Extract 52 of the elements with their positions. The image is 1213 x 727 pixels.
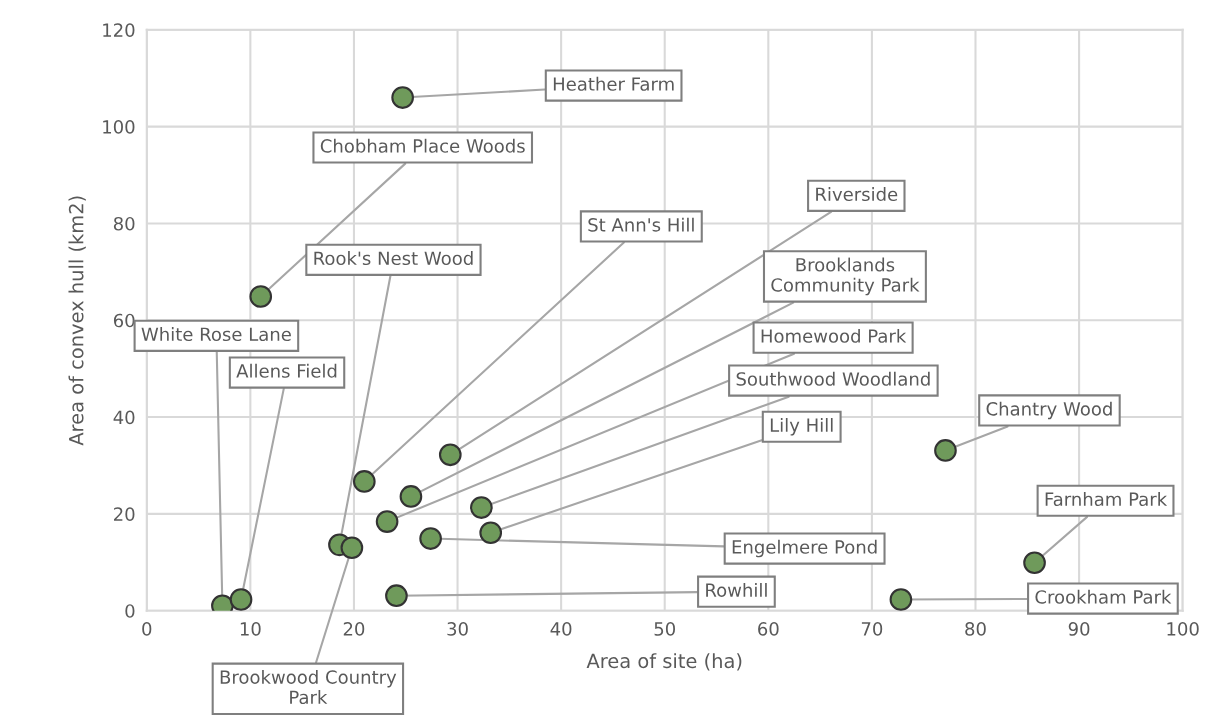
- point: [438, 443, 462, 467]
- annotation: Rowhill: [706, 582, 767, 597]
- x-tick-label: 100: [1167, 622, 1199, 636]
- x-tick-label: 20: [343, 622, 365, 636]
- x-tick-label: 10: [240, 622, 261, 636]
- annotation: Homewood Park: [761, 328, 907, 343]
- point: [375, 510, 399, 533]
- annotation: Farnham Park: [1045, 492, 1168, 506]
- point: [1023, 551, 1046, 575]
- y-tick-label: 120: [103, 23, 135, 37]
- x-axis-title: Area of site (ha): [586, 653, 742, 671]
- y-tick-label: 40: [113, 410, 135, 425]
- annotation: Brooklands Community Park: [771, 257, 920, 296]
- x-tick-label: 90: [1068, 622, 1090, 636]
- annotation: Chantry Wood: [986, 401, 1112, 420]
- point: [385, 584, 408, 608]
- point: [391, 86, 414, 109]
- annotation: Chobham Place Woods: [320, 138, 525, 153]
- point: [889, 588, 913, 611]
- x-tick-label: 40: [550, 622, 572, 636]
- annotation: St Ann's Hill: [588, 217, 694, 232]
- point: [249, 285, 273, 308]
- point: [340, 536, 364, 560]
- annotation: Heather Farm: [553, 76, 674, 91]
- x-tick-label: 30: [447, 622, 468, 636]
- x-tick-label: 70: [861, 622, 883, 636]
- point: [479, 521, 503, 545]
- annotation: Lily Hill: [770, 418, 833, 436]
- x-tick-label: 0: [142, 622, 152, 636]
- annotation: Brookwood Country Park: [220, 669, 397, 705]
- y-tick-label: 100: [103, 120, 135, 134]
- point: [229, 588, 253, 611]
- annotation: Crookham Park: [1035, 589, 1172, 604]
- y-tick-label: 20: [114, 507, 135, 521]
- point: [419, 527, 442, 550]
- annotation: Engelmere Pond: [732, 539, 877, 558]
- annotation: Southwood Woodland: [736, 371, 930, 386]
- x-tick-label: 50: [654, 622, 676, 636]
- point: [352, 470, 376, 493]
- annotation: Allens Field: [236, 363, 337, 378]
- annotation: Rook's Nest Wood: [314, 251, 473, 266]
- y-tick-label: 80: [113, 216, 135, 231]
- x-tick-label: 80: [965, 622, 986, 636]
- point: [934, 439, 957, 462]
- y-tick-label: 0: [125, 604, 135, 618]
- annotation: White Rose Lane: [141, 327, 291, 342]
- point: [470, 496, 493, 519]
- y-tick-label: 60: [113, 313, 135, 328]
- annotation: Riverside: [816, 187, 898, 202]
- y-axis-title: Area of convex hull (km2): [68, 196, 86, 446]
- x-tick-label: 60: [758, 622, 779, 636]
- point: [399, 485, 423, 508]
